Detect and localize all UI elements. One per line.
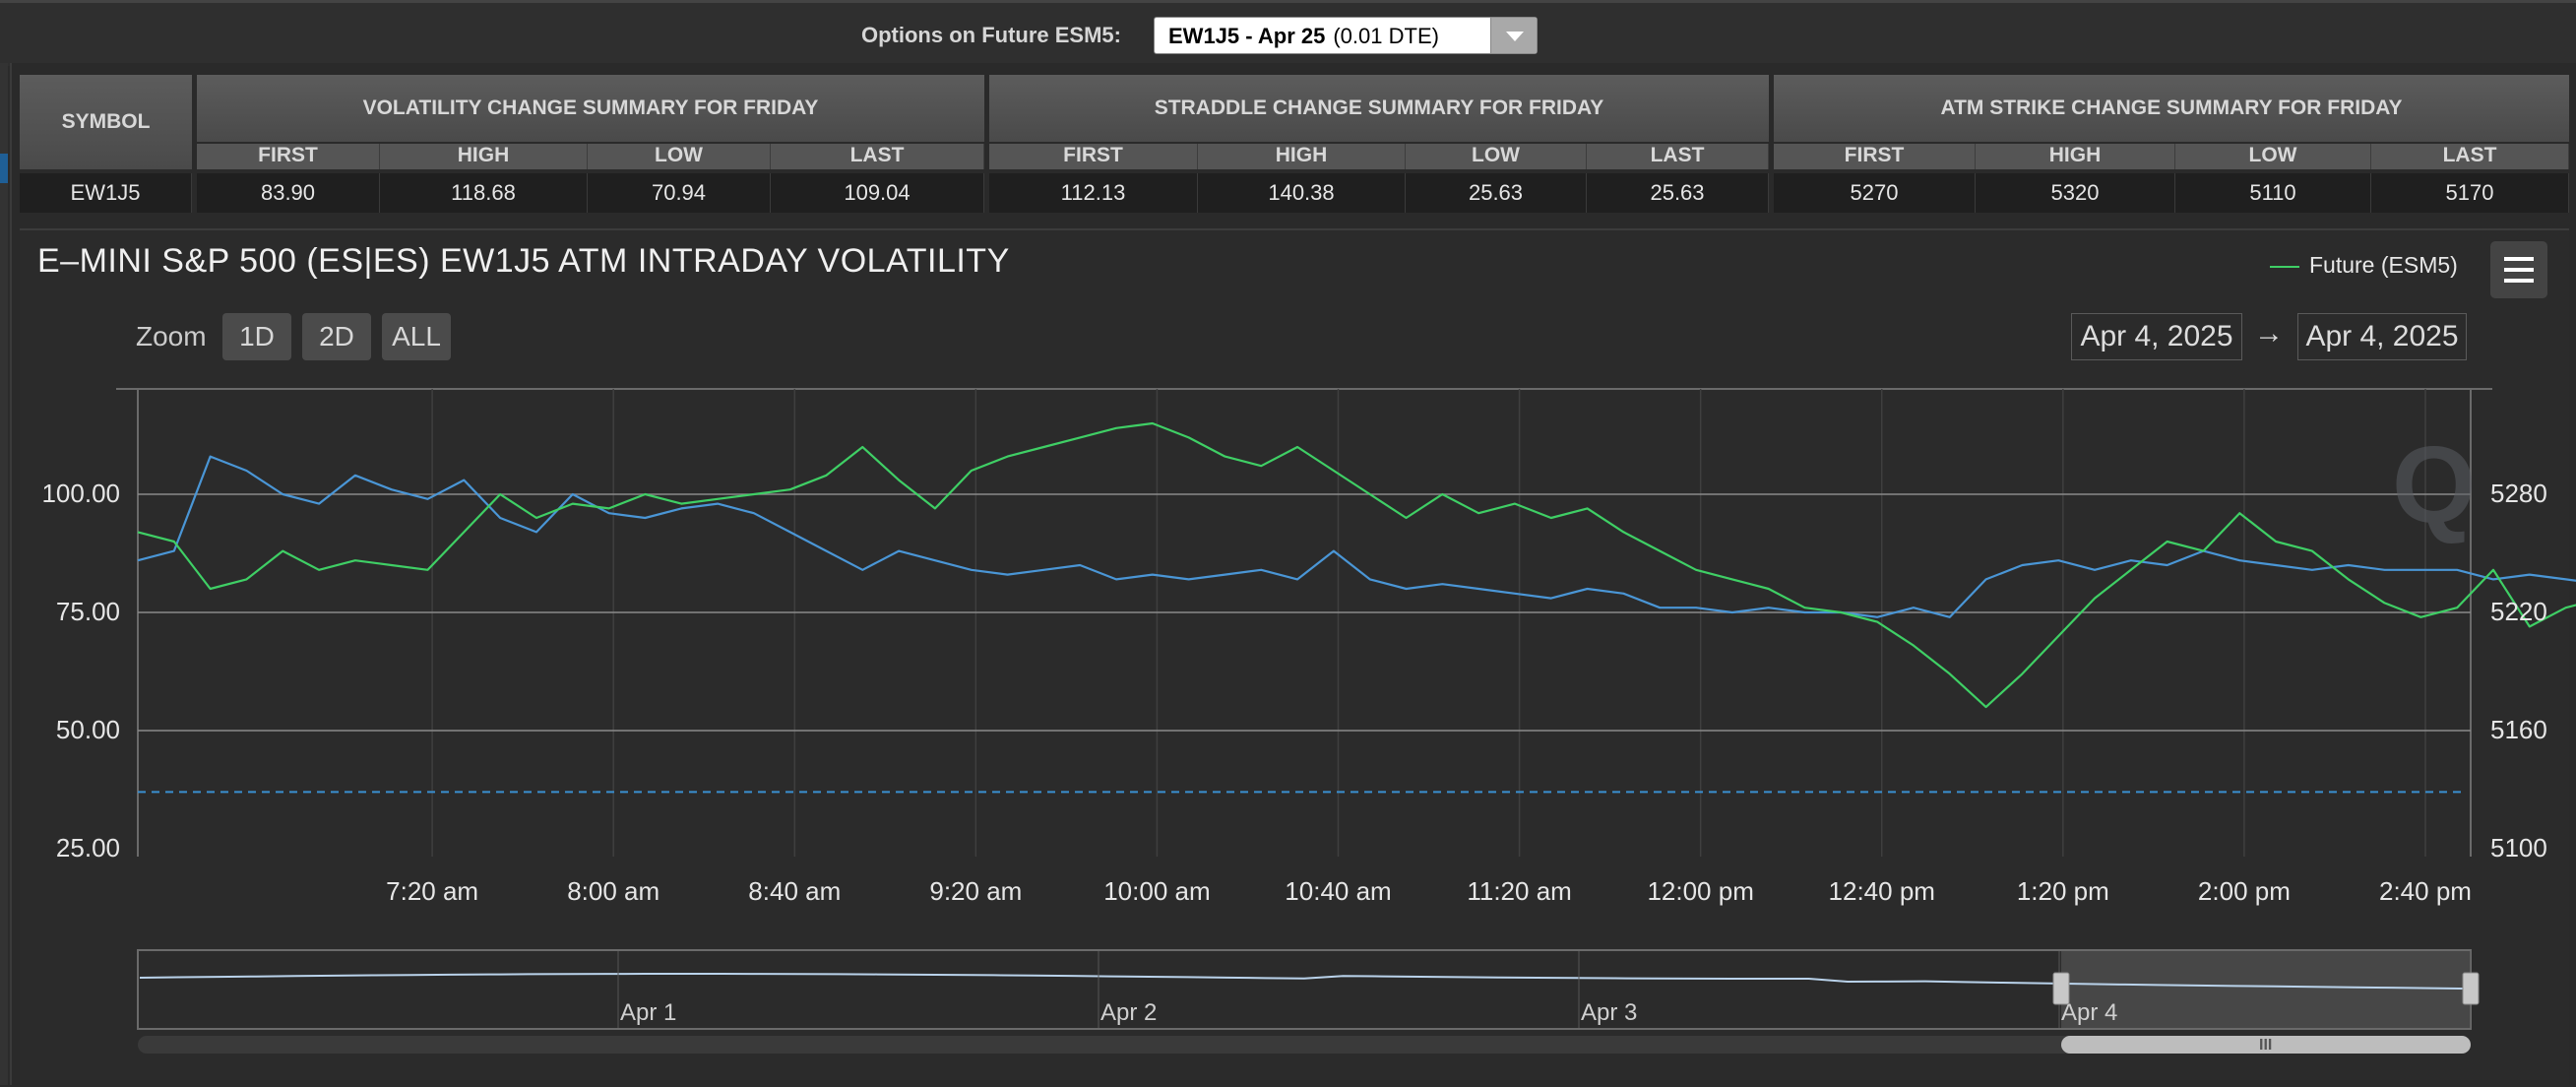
navigator-series-line <box>139 973 2470 991</box>
zoom-label: Zoom <box>136 321 207 352</box>
navigator-right-handle[interactable] <box>2462 972 2480 1005</box>
x-tick-label: 2:40 pm <box>2379 876 2472 906</box>
y-right-tick-label: 5220 <box>2490 597 2547 626</box>
navigator-left-handle[interactable] <box>2052 972 2070 1005</box>
y-left-tick-label: 75.00 <box>56 597 120 626</box>
straddle-last-header: LAST <box>1587 144 1769 169</box>
x-tick-label: 8:00 am <box>567 876 660 906</box>
y-left-tick-label: 25.00 <box>56 833 120 863</box>
atm-strike-group-header: ATM STRIKE CHANGE SUMMARY FOR FRIDAY <box>1774 75 2569 142</box>
vol-last-header: LAST <box>771 144 984 169</box>
vol-high-header: HIGH <box>380 144 588 169</box>
sidebar-marker <box>0 154 8 183</box>
x-tick-label: 8:40 am <box>748 876 841 906</box>
watermark-logo: Q <box>2392 424 2477 545</box>
chart-panel <box>20 228 2569 1087</box>
hamburger-icon-bar <box>2504 268 2534 272</box>
future-series-line[interactable] <box>137 421 2576 825</box>
straddle-low-header: LOW <box>1406 144 1587 169</box>
chart-title: E–MINI S&P 500 (ES|ES) EW1J5 ATM INTRADA… <box>37 242 1010 280</box>
vol-low-header: LOW <box>588 144 771 169</box>
straddle-group-header: STRADDLE CHANGE SUMMARY FOR FRIDAY <box>989 75 1769 142</box>
straddle-high-value: 140.38 <box>1198 173 1406 213</box>
expiration-select-value: EW1J5 - Apr 25 <box>1168 24 1326 48</box>
straddle-first-header: FIRST <box>989 144 1198 169</box>
range-to-input[interactable]: Apr 4, 2025 <box>2297 313 2467 360</box>
expiration-select[interactable]: EW1J5 - Apr 25 (0.01 DTE) <box>1154 17 1538 54</box>
left-sidebar-edge <box>0 63 8 1085</box>
atm-last-value: 5170 <box>2371 173 2569 213</box>
y-left-tick-label: 50.00 <box>56 715 120 744</box>
legend-swatch <box>2270 265 2299 268</box>
legend-label: Future (ESM5) <box>2309 252 2458 278</box>
y-right-tick-label: 5280 <box>2490 479 2547 508</box>
atm-first-value: 5270 <box>1774 173 1976 213</box>
x-tick-label: 9:20 am <box>929 876 1022 906</box>
zoom-2d-button[interactable]: 2D <box>302 313 371 360</box>
x-tick-label: 10:40 am <box>1285 876 1391 906</box>
atm-last-header: LAST <box>2371 144 2569 169</box>
x-tick-label: 7:20 am <box>386 876 478 906</box>
zoom-1d-button[interactable]: 1D <box>222 313 291 360</box>
y-left-tick-label: 100.00 <box>41 479 120 508</box>
vol-last-value: 109.04 <box>771 173 984 213</box>
straddle-high-header: HIGH <box>1198 144 1406 169</box>
straddle-last-value: 25.63 <box>1587 173 1769 213</box>
atm-first-header: FIRST <box>1774 144 1976 169</box>
chart-menu-button[interactable] <box>2490 241 2547 298</box>
volatility-group-header: VOLATILITY CHANGE SUMMARY FOR FRIDAY <box>197 75 984 142</box>
atm-low-value: 5110 <box>2175 173 2371 213</box>
x-tick-label: 2:00 pm <box>2198 876 2291 906</box>
x-tick-label: 12:40 pm <box>1829 876 1935 906</box>
x-tick-label: 12:00 pm <box>1647 876 1753 906</box>
zoom-all-button[interactable]: ALL <box>382 313 451 360</box>
volatility-series-line[interactable] <box>137 423 2576 618</box>
hamburger-icon-bar <box>2504 279 2534 283</box>
navigator-label-apr2: Apr 2 <box>1100 999 1157 1026</box>
atm-high-header: HIGH <box>1976 144 2175 169</box>
hamburger-icon <box>2504 257 2534 261</box>
options-label: Options on Future ESM5: <box>861 23 1121 47</box>
vol-first-value: 83.90 <box>197 173 380 213</box>
range-from-input[interactable]: Apr 4, 2025 <box>2071 313 2242 360</box>
y-right-tick-label: 5160 <box>2490 715 2547 744</box>
x-tick-label: 10:00 am <box>1103 876 1210 906</box>
x-tick-label: 1:20 pm <box>2017 876 2109 906</box>
navigator-label-apr3: Apr 3 <box>1581 999 1637 1026</box>
navigator-label-apr1: Apr 1 <box>620 999 676 1026</box>
x-tick-label: 11:20 am <box>1467 876 1571 906</box>
row-symbol[interactable]: EW1J5 <box>20 173 192 213</box>
navigator-label-apr4: Apr 4 <box>2061 999 2117 1026</box>
vol-low-value: 70.94 <box>588 173 771 213</box>
scrollbar-track[interactable] <box>138 1036 2471 1054</box>
navigator-selection[interactable] <box>2061 951 2471 1028</box>
options-header: Options on Future ESM5: EW1J5 - Apr 25 (0… <box>0 0 2576 66</box>
y-right-tick-label: 5100 <box>2490 833 2547 863</box>
symbol-header: SYMBOL <box>20 75 192 169</box>
straddle-low-value: 25.63 <box>1406 173 1587 213</box>
vol-first-header: FIRST <box>197 144 380 169</box>
atm-high-value: 5320 <box>1976 173 2175 213</box>
scrollbar-grip-icon: III <box>2259 1037 2272 1054</box>
atm-low-header: LOW <box>2175 144 2371 169</box>
range-arrow: → <box>2254 317 2284 350</box>
legend-item-future[interactable]: Future (ESM5) <box>2270 252 2458 279</box>
vol-high-value: 118.68 <box>380 173 588 213</box>
straddle-first-value: 112.13 <box>989 173 1198 213</box>
expiration-select-dte: (0.01 DTE) <box>1333 24 1439 48</box>
scrollbar-thumb[interactable] <box>2061 1036 2471 1054</box>
chevron-down-icon[interactable] <box>1490 18 1537 53</box>
